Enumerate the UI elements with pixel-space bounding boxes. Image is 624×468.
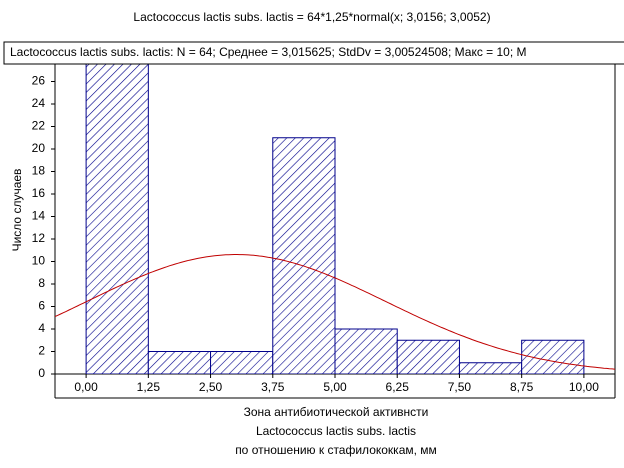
x-axis-label: по отношению к стафилококкам, мм <box>235 443 437 457</box>
y-tick-label: 0 <box>38 366 45 380</box>
y-tick-label: 14 <box>32 209 46 223</box>
x-axis-label: Lactococcus lactis subs. lactis <box>256 424 416 438</box>
y-tick-label: 18 <box>32 164 46 178</box>
y-axis-label: Число случаев <box>10 169 24 252</box>
y-tick-label: 12 <box>32 231 46 245</box>
y-tick-label: 22 <box>32 119 46 133</box>
y-tick-label: 20 <box>32 141 46 155</box>
bar <box>272 137 336 374</box>
x-tick-label: 2,50 <box>199 380 223 394</box>
bar <box>147 351 212 374</box>
x-tick-label: 1,25 <box>137 380 161 394</box>
x-tick-label: 7,50 <box>448 380 472 394</box>
x-tick-label: 6,25 <box>386 380 410 394</box>
bar <box>210 351 274 374</box>
bars <box>55 59 615 374</box>
y-tick-label: 4 <box>38 321 45 335</box>
x-tick-label: 10,00 <box>569 380 599 394</box>
y-tick-label: 8 <box>38 276 45 290</box>
info-text: Lactococcus lactis subs. lactis: N = 64;… <box>10 45 527 59</box>
normal-fit <box>55 254 615 370</box>
bar <box>334 328 398 374</box>
y-tick-label: 10 <box>32 254 46 268</box>
bar <box>85 59 149 374</box>
y-tick-label: 26 <box>32 74 46 88</box>
y-tick-label: 2 <box>38 344 45 358</box>
x-tick-label: 5,00 <box>323 380 347 394</box>
bar <box>458 362 523 374</box>
bar <box>396 339 460 374</box>
y-tick-label: 6 <box>38 299 45 313</box>
x-tick-label: 3,75 <box>261 380 285 394</box>
info-box <box>3 41 624 65</box>
x-axis-label: Зона антибиотической активнсти <box>244 405 429 419</box>
y-tick-label: 16 <box>32 186 46 200</box>
x-tick-label: 8,75 <box>510 380 534 394</box>
x-tick-label: 0,00 <box>74 380 98 394</box>
y-tick-label: 24 <box>32 96 46 110</box>
chart-title: Lactococcus lactis subs. lactis = 64*1,2… <box>133 10 490 24</box>
